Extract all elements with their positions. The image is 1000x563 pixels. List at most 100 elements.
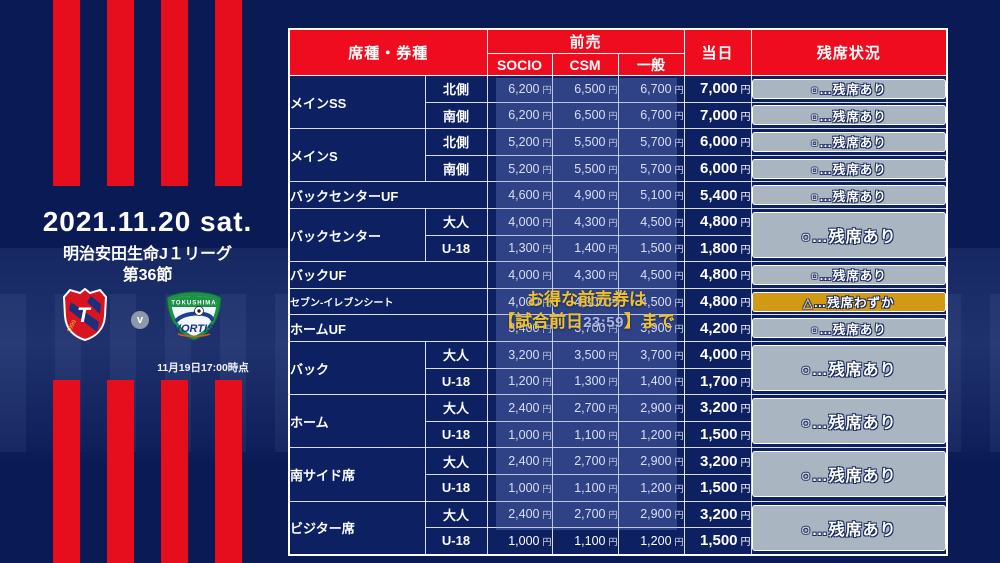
- price-csm-cell: 3,500 円: [551, 340, 619, 369]
- availability-pill[interactable]: ○…残席あり: [752, 504, 947, 551]
- ticket-type-cell: U-18: [424, 420, 488, 449]
- price-sameday-cell: 3,200 円: [683, 447, 752, 475]
- price-sameday-cell: 3,200 円: [683, 394, 752, 422]
- seat-name-cell: ホーム: [288, 394, 426, 449]
- availability-pill[interactable]: ○…残席あり: [752, 318, 947, 339]
- table-row: ホーム 大人 2,400 円 2,700 円 2,900 円 3,200 円 ○…残席あ…: [288, 394, 948, 449]
- price-general-cell: 1,200 円: [617, 473, 685, 502]
- price-general-cell: 2,900 円: [617, 500, 685, 529]
- ticket-type-cell: 大人: [424, 340, 488, 369]
- price-csm-cell: 2,700 円: [551, 394, 619, 422]
- price-socio-cell: 2,400 円: [486, 394, 553, 422]
- price-general-cell: 6,700 円: [617, 75, 685, 103]
- ticket-type-cell: U-18: [424, 234, 488, 263]
- price-sameday-cell: 7,000 円: [683, 75, 752, 103]
- seat-name-cell: バックUF: [288, 261, 488, 289]
- fc-tokyo-crest-icon: T 1999: [61, 287, 109, 346]
- price-general-cell: 4,500 円: [617, 261, 685, 289]
- table-row: セブン-イレブンシート 4,000 円 4,300 円 4,500 円 4,800 円 …: [288, 287, 948, 316]
- price-csm-cell: 1,100 円: [551, 473, 619, 502]
- ticket-type-cell: 南側: [424, 101, 488, 130]
- availability-pill[interactable]: ○…残席あり: [752, 264, 947, 285]
- table-row: バックセンター 大人 4,000 円 4,300 円 4,500 円 4,800 円 ○…: [288, 207, 948, 263]
- price-general-cell: 1,200 円: [617, 420, 685, 449]
- price-general-cell: 3,900 円: [617, 314, 685, 342]
- table-row: U-18 1,000 円 1,100 円 1,200 円 1,500 円: [289, 420, 947, 449]
- availability-cell: ○…残席あり: [750, 500, 948, 556]
- ticket-type-cell: 北側: [424, 128, 488, 156]
- price-socio-cell: 1,200 円: [486, 367, 553, 396]
- seat-name-cell: セブン-イレブンシート: [288, 287, 488, 316]
- price-general-cell: 4,500 円: [617, 287, 685, 316]
- price-csm-cell: 4,300 円: [551, 261, 619, 289]
- seat-name-cell: ビジター席: [288, 500, 426, 556]
- availability-cell: ○…残席あり: [750, 101, 948, 130]
- price-socio-cell: 1,300 円: [486, 234, 553, 263]
- vortis-name-label: VORTIS: [174, 323, 215, 335]
- price-socio-cell: 1,000 円: [486, 420, 553, 449]
- price-sameday-cell: 1,500 円: [683, 527, 752, 556]
- price-csm-cell: 2,700 円: [551, 447, 619, 475]
- price-general-cell: 5,100 円: [617, 181, 685, 209]
- price-socio-cell: 2,400 円: [486, 447, 553, 475]
- ticket-type-cell: U-18: [424, 527, 488, 556]
- table-row: バック 大人 3,200 円 3,500 円 3,700 円 4,000 円 ○…残席あ…: [288, 340, 948, 396]
- price-socio-cell: 5,200 円: [486, 154, 553, 183]
- fc-tokyo-monogram: T: [77, 304, 92, 327]
- price-csm-cell: 4,300 円: [551, 207, 619, 236]
- price-csm-cell: 4,300 円: [551, 287, 619, 316]
- availability-pill[interactable]: ○…残席あり: [752, 185, 947, 206]
- ticket-type-cell: 南側: [424, 154, 488, 183]
- availability-cell: ○…残席あり: [750, 181, 948, 209]
- availability-pill[interactable]: ○…残席あり: [752, 131, 947, 152]
- availability-cell: ○…残席あり: [750, 75, 948, 103]
- price-sameday-cell: 5,400 円: [683, 181, 752, 209]
- price-csm-cell: 6,500 円: [551, 101, 619, 130]
- table-row: バックセンターUF 4,600 円 4,900 円 5,100 円 5,400 円 ○……: [288, 181, 948, 209]
- table-row: ホームUF 3,400 円 3,700 円 3,900 円 4,200 円 ○…残席あり: [288, 314, 948, 342]
- seat-name-cell: メインSS: [288, 74, 426, 130]
- as-of-timestamp: 11月19日17:00時点: [157, 362, 249, 374]
- availability-pill[interactable]: △…残席わずか: [752, 291, 947, 312]
- availability-cell: ○…残席あり: [750, 261, 948, 289]
- price-general-cell: 2,900 円: [617, 447, 685, 475]
- availability-pill[interactable]: ○…残席あり: [752, 398, 947, 445]
- price-socio-cell: 4,600 円: [486, 181, 553, 209]
- column-header-seat: 席種・券種: [288, 28, 488, 76]
- availability-pill[interactable]: ○…残席あり: [752, 158, 947, 179]
- availability-cell: ○…残席あり: [750, 207, 948, 263]
- table-row: U-18 1,300 円 1,400 円 1,500 円 1,800 円: [289, 234, 947, 263]
- table-row: ビジター席 大人 2,400 円 2,700 円 2,900 円 3,200 円 ○…残…: [288, 500, 948, 556]
- availability-pill[interactable]: ○…残席あり: [752, 451, 947, 498]
- fc-tokyo-year: 1999: [66, 319, 78, 334]
- availability-pill[interactable]: ○…残席あり: [752, 345, 947, 392]
- availability-pill[interactable]: ○…残席あり: [752, 105, 947, 126]
- price-csm-cell: 1,400 円: [551, 234, 619, 263]
- price-table-container: 席種・券種 前売 当日 残席状況 SOCIO CSM 一般 メインSS 北側 6…: [288, 28, 949, 556]
- availability-pill[interactable]: ○…残席あり: [752, 78, 947, 99]
- price-sameday-cell: 4,800 円: [683, 287, 752, 316]
- brand-stripes-top: [53, 0, 243, 186]
- ticket-type-cell: 大人: [424, 394, 488, 422]
- price-sameday-cell: 4,000 円: [683, 340, 752, 369]
- price-socio-cell: 4,000 円: [486, 261, 553, 289]
- price-sameday-cell: 6,000 円: [683, 128, 752, 156]
- availability-pill[interactable]: ○…残席あり: [752, 212, 947, 259]
- table-row: メインSS 北側 6,200 円 6,500 円 6,700 円 7,000 円 ○…残…: [288, 74, 948, 130]
- column-header-socio: SOCIO: [486, 53, 553, 76]
- ticket-type-cell: U-18: [424, 367, 488, 396]
- availability-cell: ○…残席あり: [750, 340, 948, 396]
- table-row: 南側 6,200 円 6,500 円 6,700 円 7,000 円 ○…残席あり: [289, 101, 948, 130]
- seat-name-cell: バック: [288, 340, 426, 396]
- ticket-type-cell: 大人: [424, 447, 488, 475]
- price-socio-cell: 6,200 円: [486, 101, 553, 130]
- seat-name-cell: バックセンター: [288, 207, 426, 263]
- price-sameday-cell: 1,800 円: [683, 234, 752, 263]
- price-csm-cell: 5,500 円: [551, 128, 619, 156]
- availability-cell: ○…残席あり: [750, 314, 948, 342]
- price-general-cell: 5,700 円: [617, 154, 685, 183]
- seat-name-cell: メインS: [288, 128, 426, 183]
- table-row: U-18 1,000 円 1,100 円 1,200 円 1,500 円: [289, 527, 947, 556]
- ticket-type-cell: 大人: [424, 500, 488, 529]
- price-socio-cell: 4,000 円: [486, 207, 553, 236]
